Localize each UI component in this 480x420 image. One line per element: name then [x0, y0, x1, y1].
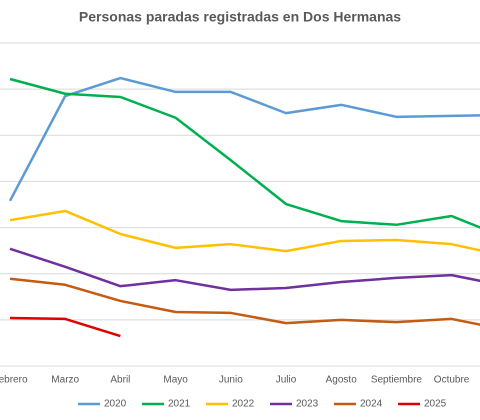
- legend-label: 2021: [168, 399, 191, 410]
- x-tick-label: Abril: [110, 375, 130, 386]
- x-tick-label: Septiembre: [371, 375, 423, 386]
- legend-label: 2020: [104, 399, 127, 410]
- x-tick-label: Junio: [219, 375, 243, 386]
- series-line: [9, 209, 480, 253]
- series-line: [8, 76, 480, 202]
- legend-label: 2022: [232, 399, 255, 410]
- x-tick-label: Febrero: [0, 375, 28, 386]
- x-tick-label: Mayo: [163, 375, 188, 386]
- x-tick-label: Agosto: [326, 375, 358, 386]
- legend-label: 2024: [360, 399, 383, 410]
- x-tick-label: Julio: [276, 375, 297, 386]
- legend-label: 2025: [424, 399, 447, 410]
- x-tick-label: Octubre: [434, 375, 470, 386]
- series-line: [9, 247, 480, 292]
- series-line: [9, 77, 480, 229]
- series-line: [9, 316, 121, 338]
- series-line: [9, 277, 480, 326]
- legend-label: 2023: [296, 399, 319, 410]
- x-tick-label: Marzo: [51, 375, 79, 386]
- chart-title: Personas paradas registradas en Dos Herm…: [79, 9, 401, 25]
